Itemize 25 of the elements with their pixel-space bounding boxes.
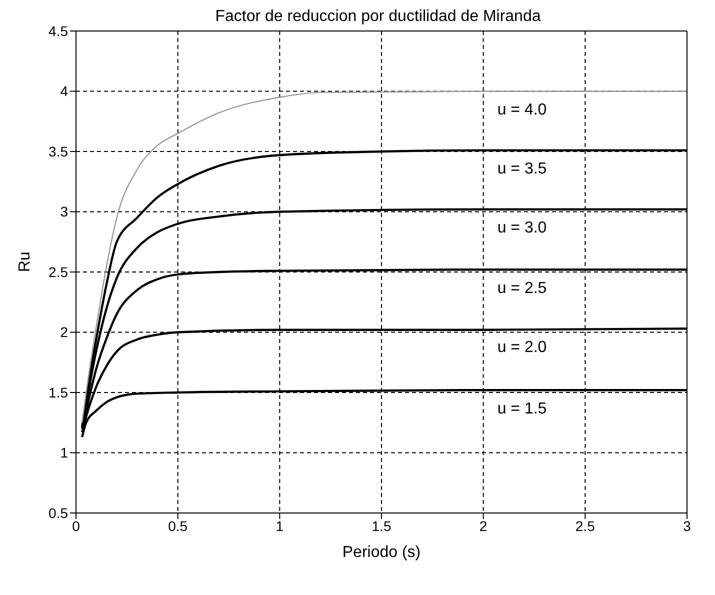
y-tick-label: 4.5 [48, 22, 68, 39]
y-tick-label: 4 [60, 83, 68, 100]
x-tick-label: 3 [683, 518, 692, 534]
y-tick-label: 3 [60, 204, 68, 220]
series-label: u = 2.0 [497, 338, 547, 356]
y-tick-label: 0.5 [48, 504, 68, 521]
x-axis-title: Periodo (s) [342, 544, 421, 561]
x-tick-label: 0.5 [168, 518, 188, 534]
y-tick-label: 3.5 [48, 143, 68, 160]
x-tick-label: 2.5 [575, 518, 596, 534]
x-tick-label: 2 [479, 518, 488, 534]
series-label: u = 4.0 [497, 102, 547, 119]
y-axis-title: Ru [16, 252, 34, 272]
y-tick-label: 1 [60, 444, 68, 461]
series-label: u = 3.5 [497, 160, 547, 178]
series-label: u = 3.0 [497, 220, 547, 237]
y-tick-label: 2 [60, 324, 68, 340]
y-tick-label: 1.5 [48, 384, 68, 400]
x-tick-label: 0 [72, 518, 80, 534]
chart-title: Factor de reduccion por ductilidad de Miranda [215, 8, 541, 25]
y-tick-label: 2.5 [48, 264, 68, 280]
x-tick-label: 1 [276, 518, 284, 534]
series-label: u = 1.5 [497, 400, 547, 418]
series-label: u = 2.5 [497, 280, 547, 297]
x-tick-label: 1.5 [372, 518, 392, 534]
